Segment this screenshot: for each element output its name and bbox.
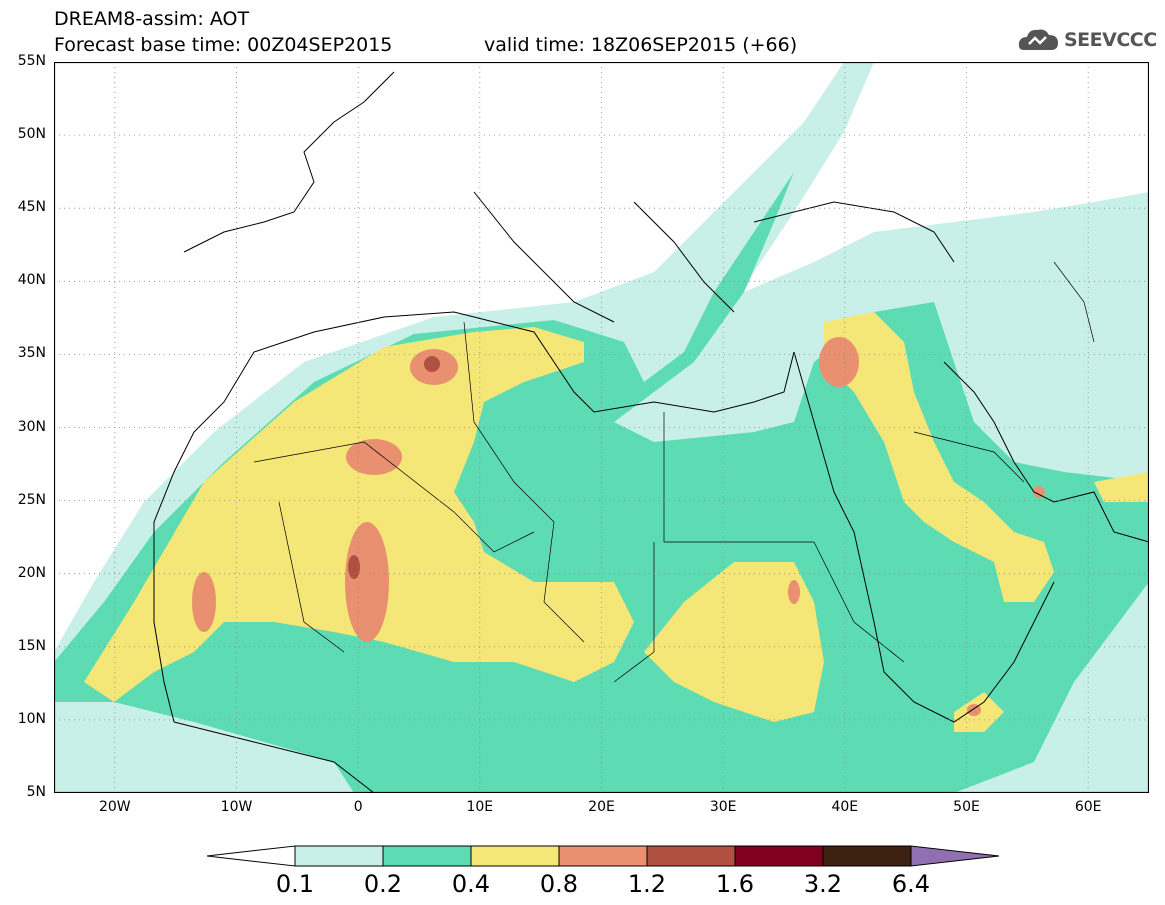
logo-text: SEEVCCC bbox=[1064, 29, 1157, 51]
colorbar-label-0-8: 0.8 bbox=[539, 870, 579, 898]
lat-label-35n: 35N bbox=[17, 345, 46, 362]
lon-label-10e: 10E bbox=[466, 799, 494, 815]
lat-label-25n: 25N bbox=[17, 491, 46, 508]
aot-map bbox=[54, 62, 1149, 793]
country-borders bbox=[253, 261, 1095, 683]
map-title: DREAM8-assim: AOT bbox=[54, 8, 250, 30]
graticule bbox=[54, 62, 1149, 793]
colorbar-label-0-4: 0.4 bbox=[451, 870, 491, 898]
colorbar-swatch-5 bbox=[646, 845, 736, 867]
lat-label-55n: 55N bbox=[17, 53, 46, 69]
coastlines bbox=[153, 71, 1149, 793]
lat-label-10n: 10N bbox=[17, 710, 46, 727]
colorbar-label-3-2: 3.2 bbox=[803, 870, 843, 898]
colorbar-swatch-6 bbox=[734, 845, 824, 867]
aot-level-1.2 bbox=[348, 356, 440, 579]
valid-time: valid time: 18Z06SEP2015 (+66) bbox=[484, 34, 798, 56]
colorbar bbox=[206, 845, 1000, 867]
lon-label-50e: 50E bbox=[953, 799, 980, 815]
colorbar-arrow-low bbox=[206, 845, 296, 867]
lon-label-40e: 40E bbox=[831, 799, 859, 815]
lat-label-50n: 50N bbox=[17, 126, 46, 143]
forecast-base-time: Forecast base time: 00Z04SEP2015 bbox=[54, 34, 393, 56]
lat-label-15n: 15N bbox=[17, 637, 46, 654]
lat-label-40n: 40N bbox=[17, 272, 46, 289]
lon-label-10w: 10W bbox=[220, 799, 253, 815]
lon-label-0: 0 bbox=[353, 799, 363, 815]
colorbar-arrow-high bbox=[910, 845, 1000, 867]
lat-label-30n: 30N bbox=[17, 418, 46, 435]
lat-label-5n: 5N bbox=[26, 784, 46, 800]
lat-label-45n: 45N bbox=[17, 199, 46, 216]
colorbar-label-0-1: 0.1 bbox=[275, 870, 315, 898]
colorbar-swatch-2 bbox=[382, 845, 472, 867]
colorbar-label-6-4: 6.4 bbox=[891, 870, 931, 898]
lon-label-20w: 20W bbox=[98, 799, 131, 815]
colorbar-swatch-1 bbox=[294, 845, 384, 867]
colorbar-label-1-6: 1.6 bbox=[715, 870, 755, 898]
lon-label-60e: 60E bbox=[1074, 799, 1102, 815]
cloud-logo-icon bbox=[1018, 29, 1058, 50]
lon-label-20e: 20E bbox=[588, 799, 615, 815]
colorbar-label-1-2: 1.2 bbox=[627, 870, 667, 898]
lat-label-20n: 20N bbox=[17, 564, 46, 581]
lon-label-30e: 30E bbox=[709, 799, 737, 815]
colorbar-swatch-7 bbox=[822, 845, 912, 867]
colorbar-swatch-4 bbox=[558, 845, 648, 867]
colorbar-swatch-3 bbox=[470, 845, 560, 867]
colorbar-label-0-2: 0.2 bbox=[363, 870, 403, 898]
